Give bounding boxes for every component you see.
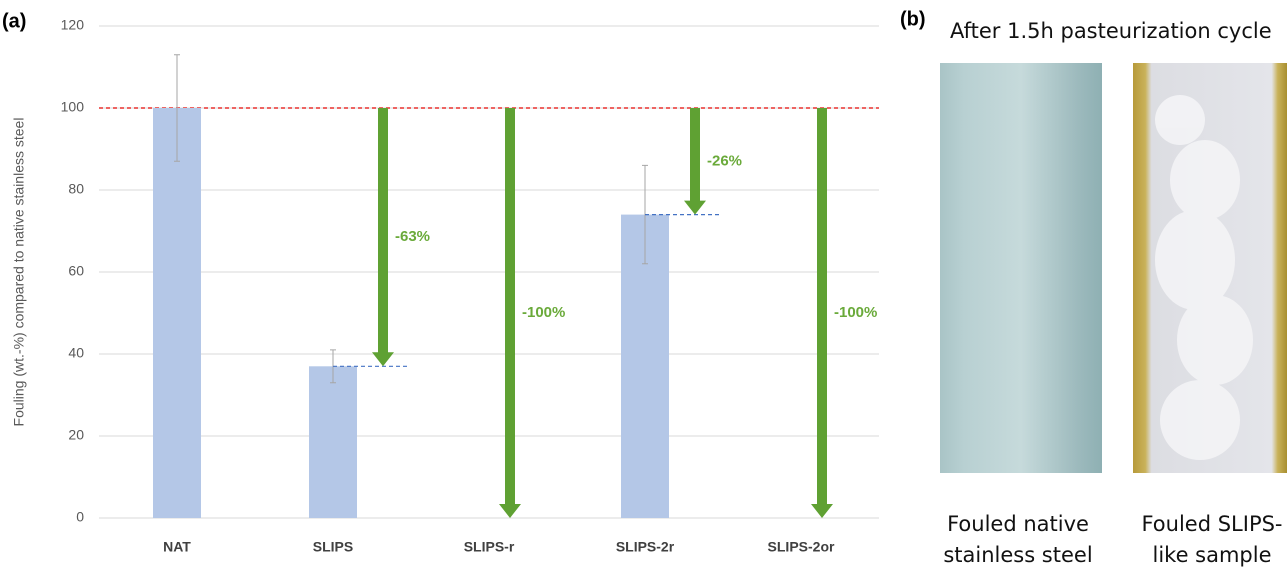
fouling-deposit	[1155, 95, 1253, 460]
photo-caption: Fouled SLIPS-	[1141, 512, 1282, 536]
y-tick-label: 120	[61, 17, 85, 33]
reduction-arrow	[811, 108, 833, 518]
x-tick-label: NAT	[163, 539, 191, 555]
y-tick-label: 20	[68, 427, 84, 443]
reduction-arrow	[499, 108, 521, 518]
error-bar	[174, 54, 180, 162]
reduction-label: -100%	[834, 304, 877, 321]
bar	[621, 214, 669, 518]
x-tick-label: SLIPS-2r	[616, 539, 675, 555]
y-tick-label: 40	[68, 345, 84, 361]
x-tick-label: SLIPS-r	[464, 539, 515, 555]
photo-native	[940, 63, 1102, 473]
x-tick-label: SLIPS	[313, 539, 353, 555]
bar	[309, 366, 357, 518]
y-tick-label: 0	[76, 509, 84, 525]
reduction-arrow	[372, 108, 394, 367]
x-tick-label: SLIPS-2or	[768, 539, 835, 555]
photo-caption: stainless steel	[943, 543, 1092, 567]
panel-label: (b)	[900, 8, 926, 30]
y-tick-label: 60	[68, 263, 84, 279]
y-tick-label: 100	[61, 99, 85, 115]
photo-caption: Fouled native	[947, 512, 1089, 536]
y-axis-label: Fouling (wt.-%) compared to native stain…	[11, 118, 27, 427]
reduction-arrow	[684, 108, 706, 215]
bar	[153, 108, 201, 518]
photo-title: After 1.5h pasteurization cycle	[950, 19, 1272, 43]
reduction-label: -63%	[395, 228, 430, 245]
y-tick-label: 80	[68, 181, 84, 197]
photo-caption: like sample	[1152, 543, 1271, 567]
panel-label: (a)	[2, 10, 26, 32]
reduction-label: -100%	[522, 304, 565, 321]
reduction-label: -26%	[707, 152, 742, 169]
